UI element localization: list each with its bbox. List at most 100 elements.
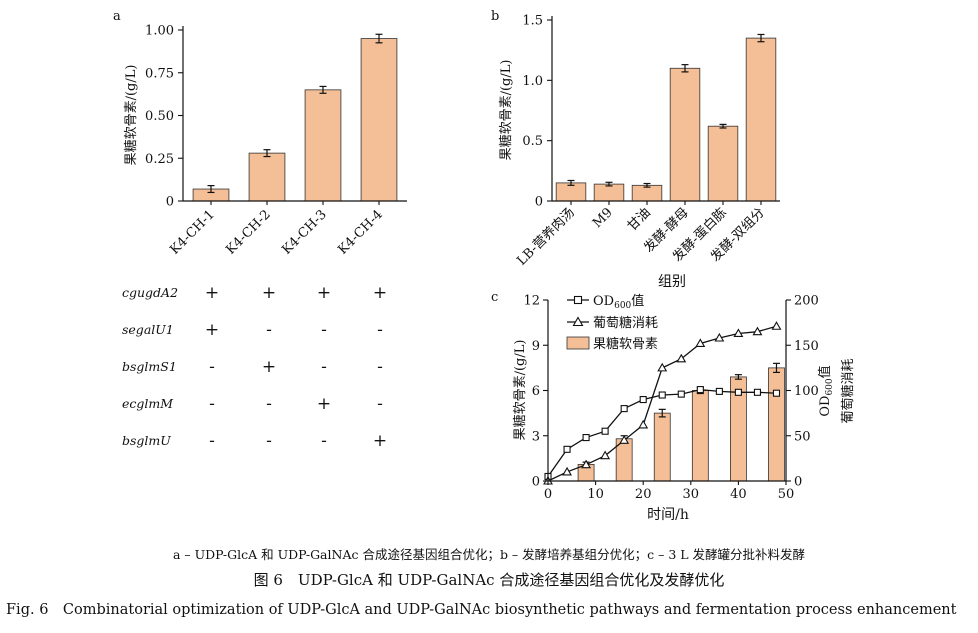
panel-c-bar — [691, 390, 709, 482]
panel-c-right-y-tick-label: 0 — [794, 475, 802, 490]
panel-b-x-axis-label: 组别 — [658, 274, 686, 290]
panel-b-category-label: M9 — [590, 205, 616, 231]
panel-c-x-tick-label: 20 — [635, 487, 652, 502]
panel-c-x-tick-label: 40 — [730, 487, 747, 502]
minus-mark: - — [377, 320, 383, 340]
panel-c-left-y-tick-label: 3 — [532, 429, 540, 444]
panel-c-od-point — [772, 389, 781, 397]
panel-b-bar — [593, 183, 625, 202]
minus-mark: - — [209, 394, 215, 414]
panel-c-od-point — [639, 395, 647, 404]
gene-name-cgugdA2: cgugdA2 — [122, 285, 178, 300]
minus-mark: - — [321, 431, 327, 451]
panel-a-y-tick-label: 0.25 — [145, 152, 174, 167]
panel-b-y-tick-label: 0.5 — [522, 134, 543, 149]
panel-c-glucose-point — [619, 435, 630, 444]
panel-a-bar — [304, 89, 342, 202]
panel-c-right-y-tick-label: 100 — [794, 384, 819, 399]
panel-b-bar-chart: b 00.51.01.5LB-营养肉汤 M9 甘油发酵-酵母发酵-蛋白胨发酵-双组分… — [491, 9, 780, 290]
plus-mark: + — [373, 283, 387, 303]
panel-c-right-y-tick-label: 200 — [794, 294, 819, 309]
panel-c-right-y-axis-label-glucose: 葡萄糖消耗 — [840, 358, 856, 423]
legend-od-label: OD600值 — [593, 293, 644, 311]
panel-c-od-point — [696, 386, 704, 394]
panel-c-glucose-point — [562, 466, 572, 476]
panel-a-category-label: K4-CH-4 — [335, 207, 385, 257]
gene-name-bsglmU: bsglmU — [122, 433, 171, 448]
minus-mark: - — [266, 320, 272, 340]
panel-c-bar — [768, 367, 785, 482]
panel-a-category-label: K4-CH-1 — [167, 207, 217, 257]
panel-c-glucose-point — [771, 321, 782, 330]
panel-b-y-axis-label: 果糖软骨素/(g/L) — [498, 60, 514, 161]
panel-c-od-point — [734, 388, 742, 396]
panel-c-right-y-tick-label: 50 — [794, 429, 811, 444]
panel-a-y-tick-label: 1.00 — [145, 24, 174, 39]
panel-c-glucose-point — [733, 328, 744, 338]
panel-c-x-tick-label: 50 — [778, 487, 795, 502]
plus-mark: + — [205, 283, 219, 303]
plus-mark: + — [373, 431, 387, 451]
plus-mark: + — [205, 320, 219, 340]
panel-b-bar — [707, 125, 739, 202]
legend-square-marker-icon — [573, 295, 583, 305]
panel-b-category-label: 甘油 — [625, 205, 654, 234]
panel-c-x-tick-label: 0 — [544, 487, 552, 502]
panel-c-od-point — [658, 391, 666, 399]
panel-a-bar — [248, 152, 286, 202]
plus-mark: + — [262, 283, 276, 303]
minus-mark: - — [266, 431, 272, 451]
plus-mark: + — [317, 283, 331, 303]
panel-c-right-y-axis-label-od: OD600值 — [817, 365, 835, 416]
panel-c-left-y-tick-label: 6 — [532, 384, 540, 399]
panel-c-glucose-point — [600, 450, 611, 460]
panel-c-left-y-tick-label: 0 — [532, 475, 540, 490]
figure-subcaption: a – UDP-GlcA 和 UDP-GalNAc 合成途径基因组合优化；b –… — [172, 547, 806, 562]
panel-a-y-tick-label: 0 — [166, 195, 174, 210]
minus-mark: - — [209, 357, 215, 377]
panel-c-glucose-point — [714, 332, 725, 342]
legend-triangle-marker-icon — [572, 316, 584, 327]
panel-a-label: a — [113, 9, 121, 24]
panel-c-bar — [653, 412, 671, 482]
panel-c-od-point — [563, 445, 571, 453]
panel-c-od-point — [715, 387, 723, 395]
plus-mark: + — [262, 357, 276, 377]
panel-c-x-tick-label: 30 — [683, 487, 700, 502]
panel-a-y-axis-label: 果糖软骨素/(g/L) — [123, 65, 139, 166]
figure-english-caption: Fig. 6 Combinatorial optimization of UDP… — [6, 602, 957, 618]
panel-c-od-point — [620, 405, 628, 413]
panel-c-glucose-point — [581, 459, 592, 469]
panel-c-label: c — [491, 290, 498, 305]
panel-c-x-axis-label: 时间/h — [647, 507, 689, 523]
panel-a-category-label: K4-CH-3 — [279, 207, 329, 257]
panel-b-bar — [745, 37, 777, 202]
gene-name-bsglmS1: bsglmS1 — [122, 359, 177, 374]
minus-mark: - — [321, 357, 327, 377]
minus-mark: - — [209, 431, 215, 451]
panel-c-glucose-point — [638, 419, 649, 429]
gene-combination-table: cgugdA2 + + + + segalU1 + - - - bsglmS1 - + - - ecglmM -… — [122, 283, 387, 451]
panel-b-label: b — [491, 9, 499, 24]
panel-a-y-tick-label: 0.50 — [145, 109, 174, 124]
panel-b-y-tick-label: 1.5 — [522, 14, 543, 29]
figure-title: 图 6 UDP-GlcA 和 UDP-GalNAc 合成途径基因组合优化及发酵优… — [253, 571, 725, 589]
gene-name-ecglmM: ecglmM — [122, 396, 174, 411]
minus-mark: - — [266, 394, 272, 414]
panel-a-category-label: K4-CH-2 — [223, 207, 273, 257]
legend-bars-label: 果糖软骨素 — [593, 336, 658, 352]
panel-c-legend: OD600值 葡萄糖消耗 果糖软骨素 — [566, 293, 658, 352]
panel-a-bar — [360, 38, 398, 202]
minus-mark: - — [377, 357, 383, 377]
panel-c-od-point — [582, 434, 590, 442]
panel-c-glucose-point — [752, 326, 763, 336]
panel-c-left-y-axis-label: 果糖软骨素/(g/L) — [512, 340, 528, 441]
panel-c-od-point — [677, 390, 685, 398]
panel-c-right-y-tick-label: 150 — [794, 339, 819, 354]
panel-c-glucose-point — [657, 362, 668, 372]
panel-b-y-tick-label: 0 — [535, 195, 543, 210]
minus-mark: - — [377, 394, 383, 414]
panel-c-od-point — [753, 388, 761, 396]
